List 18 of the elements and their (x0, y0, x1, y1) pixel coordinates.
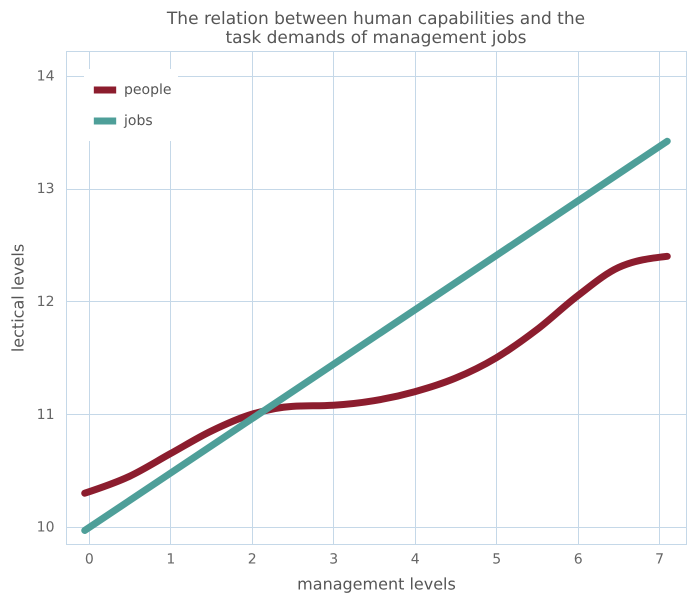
x-tick-label: 2 (248, 552, 257, 568)
x-tick-label: 7 (655, 552, 664, 568)
chart-title: The relation between human capabilities and the task demands of management jobs (166, 9, 586, 48)
y-tick-label: 12 (36, 294, 54, 310)
y-tick-label: 10 (36, 520, 54, 536)
x-tick-label: 5 (492, 552, 502, 568)
legend-label: jobs (123, 113, 153, 129)
y-axis-title: lectical levels (8, 244, 28, 352)
x-tick-label: 4 (410, 552, 420, 568)
y-tick-label: 14 (36, 68, 55, 84)
y-tick-label: 13 (36, 181, 54, 198)
x-tick-label: 3 (329, 552, 338, 568)
x-axis-title: management levels (297, 574, 456, 594)
legend-label: people (124, 82, 172, 98)
x-tick-label: 6 (574, 552, 583, 568)
x-tick-label: 0 (84, 552, 94, 568)
x-tick-label: 1 (166, 552, 176, 568)
y-tick-label: 11 (36, 406, 54, 423)
